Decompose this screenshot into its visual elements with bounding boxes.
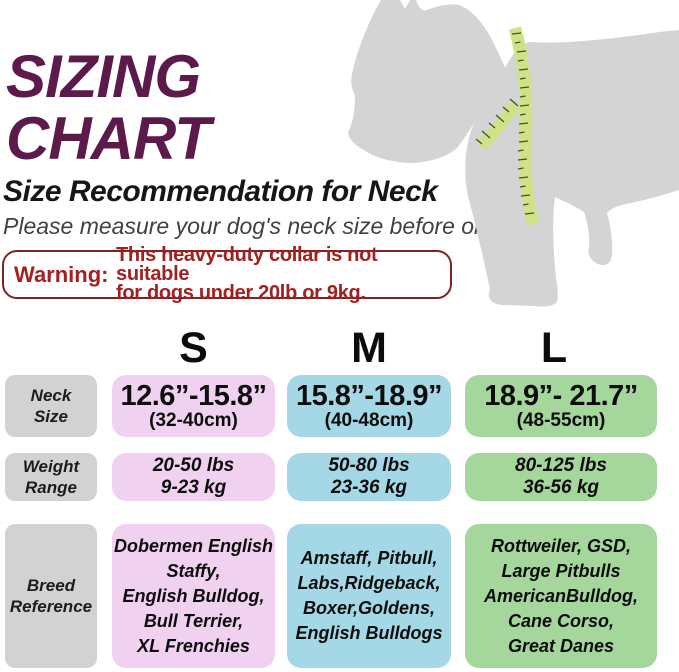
breed-list-l: Rottweiler, GSD, Large Pitbulls American…	[483, 535, 639, 656]
column-header-s: S	[179, 324, 208, 372]
breed-list-m: Amstaff, Pitbull, Labs,Ridgeback, Boxer,…	[295, 548, 443, 643]
column-header-l: L	[540, 324, 568, 372]
row-label-breed-reference: Breed Reference	[5, 524, 97, 668]
row-label-neck-size: Neck Size	[5, 375, 97, 437]
neck-size-cell-m: 15.8”-18.9” (40-48cm)	[287, 375, 451, 437]
weight-l-lbs: 80-125 lbs	[515, 455, 607, 476]
row-label-weight-range: Weight Range	[5, 453, 97, 501]
measuring-tape-graphic	[475, 26, 540, 226]
breed-cell-m: Amstaff, Pitbull, Labs,Ridgeback, Boxer,…	[287, 524, 451, 668]
breed-list-s: Dobermen English Staffy, English Bulldog…	[113, 535, 274, 656]
weight-cell-l: 80-125 lbs 36-56 kg	[465, 453, 657, 501]
neck-size-cell-s: 12.6”-15.8” (32-40cm)	[112, 375, 275, 437]
warning-box: Warning: This heavy-duty collar is not s…	[2, 245, 452, 303]
neck-size-m-inches: 15.8”-18.9”	[295, 380, 443, 412]
warning-text: This heavy-duty collar is not suitable f…	[116, 244, 378, 304]
dog-body-shape	[348, 0, 679, 307]
subtitle: Size Recommendation for Neck	[3, 175, 438, 208]
tape-tick-marks	[475, 32, 535, 215]
neck-size-s-cm: (32-40cm)	[149, 410, 238, 431]
page-title-line2: CHART	[6, 105, 211, 172]
weight-cell-m: 50-80 lbs 23-36 kg	[287, 453, 451, 501]
weight-m-lbs: 50-80 lbs	[328, 455, 410, 476]
weight-l-kg: 36-56 kg	[522, 477, 600, 498]
column-header-m: M	[351, 324, 387, 372]
neck-size-l-inches: 18.9”- 21.7”	[484, 380, 638, 412]
neck-size-m-cm: (40-48cm)	[324, 410, 414, 431]
dog-silhouette-illustration	[348, 0, 679, 307]
weight-cell-s: 20-50 lbs 9-23 kg	[112, 453, 275, 501]
weight-m-kg: 23-36 kg	[330, 477, 408, 498]
page-title-line1: SIZING	[6, 43, 201, 110]
breed-cell-s: Dobermen English Staffy, English Bulldog…	[112, 524, 275, 668]
weight-s-lbs: 20-50 lbs	[152, 455, 235, 476]
neck-size-cell-l: 18.9”- 21.7” (48-55cm)	[465, 375, 657, 437]
warning-label: Warning:	[14, 261, 109, 287]
weight-s-kg: 9-23 kg	[160, 477, 227, 498]
measure-note: Please measure your dog's neck size befo…	[3, 213, 546, 239]
neck-size-s-inches: 12.6”-15.8”	[120, 380, 267, 412]
breed-cell-l: Rottweiler, GSD, Large Pitbulls American…	[465, 524, 657, 668]
neck-size-l-cm: (48-55cm)	[516, 410, 606, 431]
